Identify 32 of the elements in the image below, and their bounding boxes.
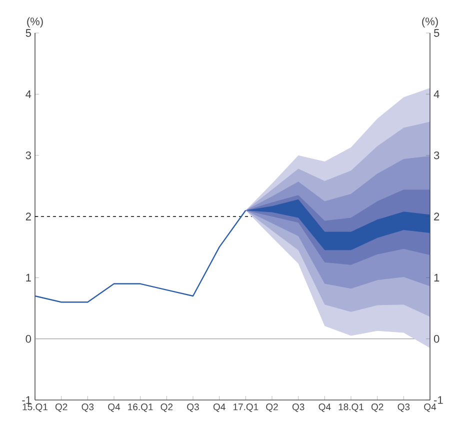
x-tick-label: Q3 xyxy=(398,404,410,412)
x-tick-label: Q3 xyxy=(82,404,94,412)
y-tick-label: 3 xyxy=(26,151,31,160)
x-tick-label: Q4 xyxy=(424,404,436,412)
y-tick-label: 0 xyxy=(26,334,32,343)
x-tick-label: Q3 xyxy=(292,404,304,412)
y2-axis-title: (%) xyxy=(422,17,438,28)
x-tick-label: Q4 xyxy=(213,404,226,412)
y-tick-label: 1 xyxy=(26,274,31,282)
x-tick-label: 16.Q1 xyxy=(128,404,153,412)
y-tick-label: 4 xyxy=(26,90,32,98)
x-tick-label: Q3 xyxy=(187,404,199,412)
x-tick-label: Q2 xyxy=(266,404,278,412)
x-tick-label: 15.Q1 xyxy=(22,404,48,412)
y-tick-label: 5 xyxy=(26,29,31,37)
x-tick-label: Q2 xyxy=(371,404,384,412)
y-axis-title: (%) xyxy=(27,17,43,28)
x-tick-label: Q2 xyxy=(160,404,173,412)
y2-tick-label: 5 xyxy=(434,29,440,37)
y-tick-label: -1 xyxy=(22,396,31,404)
y2-tick-label: -1 xyxy=(434,396,443,404)
y2-tick-label: 1 xyxy=(434,274,440,282)
x-tick-label: Q4 xyxy=(108,404,120,412)
y2-tick-label: 2 xyxy=(434,212,440,220)
x-tick-label: 18.Q1 xyxy=(338,404,364,412)
y2-tick-label: 3 xyxy=(434,151,440,160)
x-tick-label: 17.Q1 xyxy=(233,404,258,412)
y2-tick-label: 4 xyxy=(434,90,440,98)
y-tick-label: 2 xyxy=(26,212,31,220)
y2-tick-label: 0 xyxy=(434,334,440,343)
x-tick-label: Q2 xyxy=(55,404,68,412)
x-tick-label: Q4 xyxy=(318,404,331,412)
